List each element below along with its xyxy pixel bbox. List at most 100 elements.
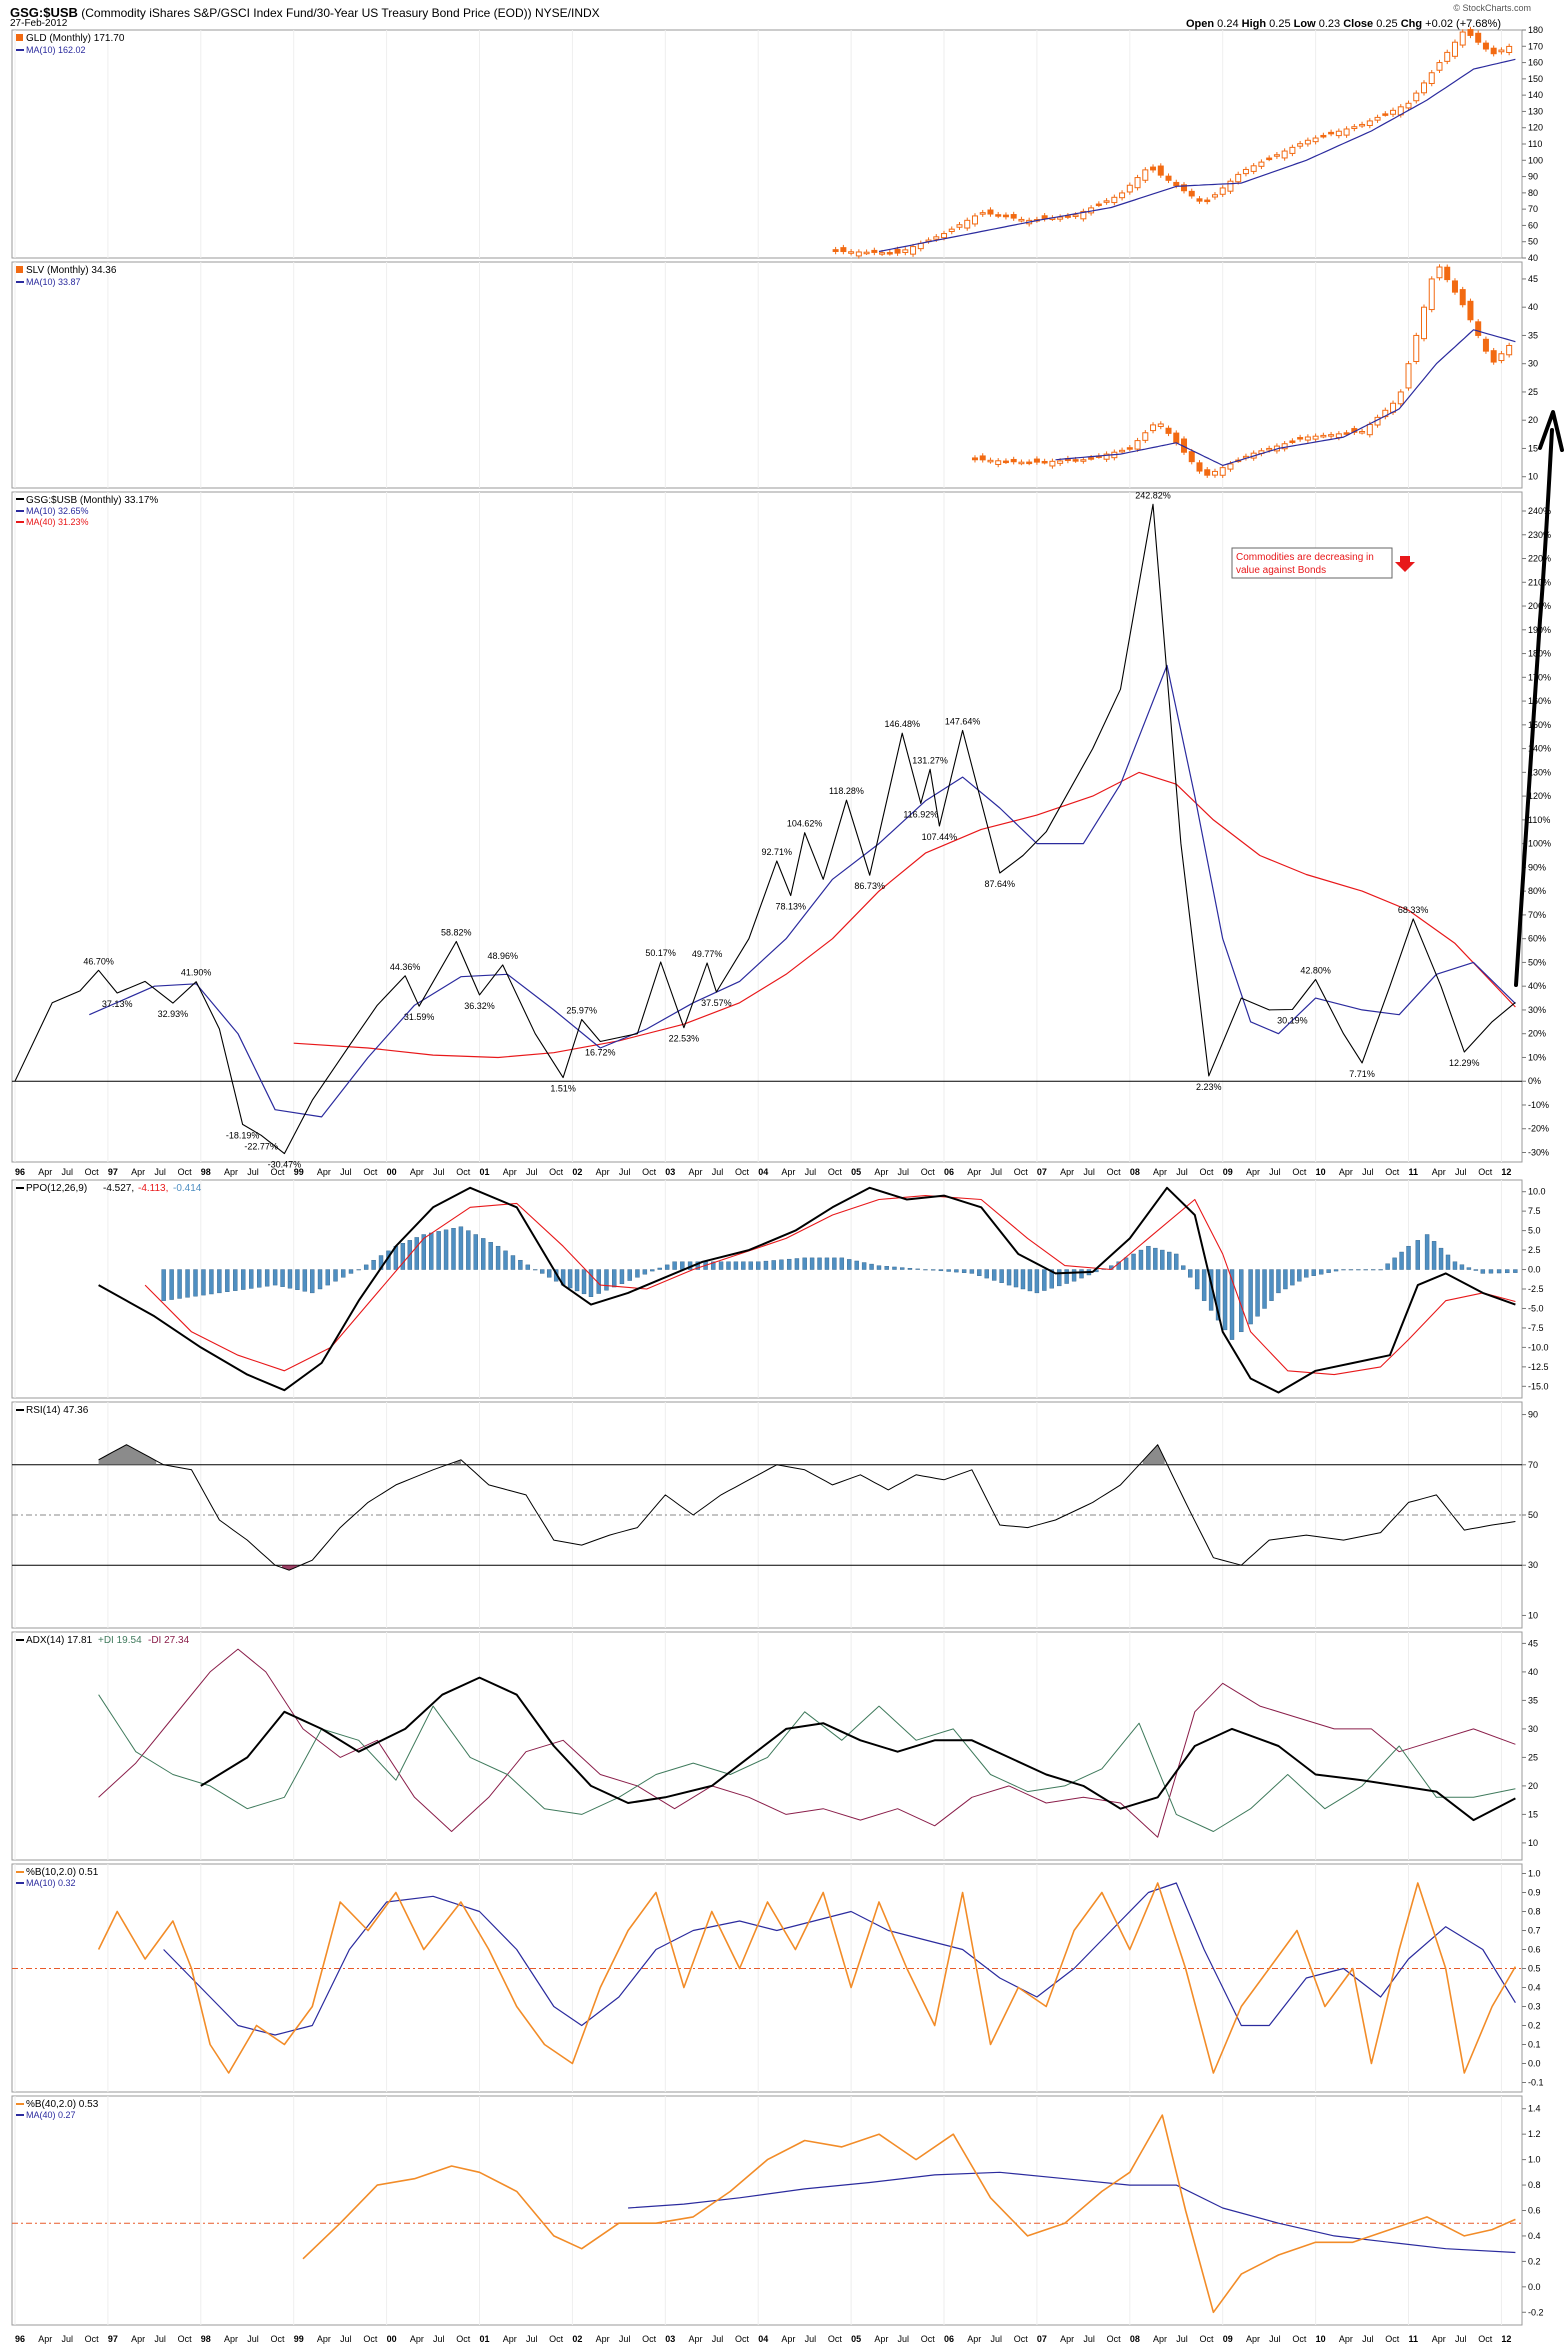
x-axis-label-bottom: Oct bbox=[363, 2334, 378, 2344]
pctb10-ytick-label: 0.8 bbox=[1528, 1907, 1541, 1917]
pctb10-ytick-label: 0.6 bbox=[1528, 1945, 1541, 1955]
slv-candle-body bbox=[1072, 459, 1079, 462]
ppo-histogram-bar bbox=[1042, 1269, 1047, 1291]
gld-candle-body bbox=[1134, 177, 1141, 189]
slv-candle-body bbox=[1204, 469, 1211, 476]
ppo-histogram-bar bbox=[1188, 1269, 1193, 1278]
slv-candle-body bbox=[1413, 334, 1420, 363]
x-axis-label: Apr bbox=[224, 1167, 238, 1177]
slv-ytick-label: 15 bbox=[1528, 443, 1538, 453]
gld-candle-body bbox=[1374, 116, 1381, 121]
ppo-histogram-bar bbox=[503, 1250, 508, 1270]
slv-panel-frame bbox=[11, 261, 1523, 489]
ratio-ytick-label: 220% bbox=[1528, 554, 1551, 564]
x-axis-label: Jul bbox=[990, 1167, 1002, 1177]
annotation-text-line1: Commodities are decreasing in bbox=[1236, 552, 1374, 563]
slv-ytick-label: 10 bbox=[1528, 472, 1538, 482]
ppo-histogram-bar bbox=[1027, 1269, 1033, 1292]
x-axis-label: Apr bbox=[1246, 1167, 1260, 1177]
ppo-panel-frame bbox=[11, 1179, 1523, 1399]
quote-bar: Open 0.24 High 0.25 Low 0.23 Close 0.25 … bbox=[1186, 18, 1501, 30]
x-axis-label: 10 bbox=[1316, 1167, 1326, 1177]
slv-candle-body bbox=[987, 459, 994, 463]
ppo-histogram-bar bbox=[1318, 1269, 1324, 1275]
x-axis-label: 02 bbox=[572, 1167, 582, 1177]
close-label: Close bbox=[1343, 18, 1374, 30]
gld-candle-body bbox=[1382, 113, 1389, 116]
ratio-peak-label: 1.51% bbox=[550, 1084, 576, 1094]
symbol-description: (Commodity iShares S&P/GSCI Index Fund/3… bbox=[81, 6, 532, 20]
pctb10-ytick-label: 0.3 bbox=[1528, 2002, 1541, 2012]
gld-candle-body bbox=[1188, 190, 1195, 197]
gld-candle-body bbox=[902, 249, 909, 253]
ratio-peak-label: 104.62% bbox=[787, 819, 823, 829]
ratio-ytick-label: -20% bbox=[1528, 1124, 1549, 1134]
ratio-ytick-label: 150% bbox=[1528, 720, 1551, 730]
rsi-overbought-fill bbox=[98, 1444, 157, 1465]
ppo-histogram-bar bbox=[363, 1264, 369, 1270]
ratio-peak-label: 25.97% bbox=[566, 1006, 597, 1016]
ppo-histogram-bar bbox=[1167, 1251, 1172, 1270]
x-axis-label-bottom: Oct bbox=[456, 2334, 471, 2344]
ppo-histogram-bar bbox=[900, 1267, 905, 1270]
slv-ytick-label: 45 bbox=[1528, 274, 1538, 284]
ppo-histogram-bar bbox=[1311, 1269, 1316, 1276]
slv-candle-body bbox=[1312, 435, 1319, 440]
pctb10-ytick-label: 0.2 bbox=[1528, 2021, 1541, 2031]
x-axis-label-bottom: Apr bbox=[1153, 2334, 1167, 2344]
ratio-peak-label: 242.82% bbox=[1135, 490, 1171, 500]
slv-candle-body bbox=[1134, 440, 1141, 450]
x-axis-label-bottom: Oct bbox=[549, 2334, 564, 2344]
symbol: GSG:$USB bbox=[10, 5, 78, 20]
ratio-peak-label: 44.36% bbox=[390, 962, 421, 972]
gld-candle-body bbox=[1351, 126, 1358, 130]
ppo-histogram-bar bbox=[726, 1261, 731, 1270]
ppo-histogram-bar bbox=[1146, 1245, 1151, 1270]
ppo-histogram-bar bbox=[1466, 1267, 1472, 1270]
gld-ytick-label: 150 bbox=[1528, 74, 1543, 84]
ppo-histogram-bar bbox=[984, 1269, 989, 1279]
gld-candle-body bbox=[1475, 32, 1482, 43]
ppo-ytick-label: 7.5 bbox=[1528, 1206, 1541, 1216]
ppo-legend-hist: -0.414 bbox=[173, 1183, 202, 1194]
ppo-histogram-bar bbox=[923, 1269, 928, 1271]
pctb40-line bbox=[302, 2114, 1516, 2314]
ppo-histogram-bar bbox=[185, 1269, 190, 1298]
up-arrow-head-icon bbox=[1538, 410, 1564, 452]
ppo-legend-ppo: -4.527, bbox=[103, 1183, 134, 1194]
slv-ytick-label: 35 bbox=[1528, 330, 1538, 340]
x-axis-label-bottom: Oct bbox=[270, 2334, 285, 2344]
pctb10-ma-legend: MA(10) 0.32 bbox=[26, 1878, 76, 1888]
ratio-peak-label: 68.33% bbox=[1398, 905, 1429, 915]
ppo-histogram-bar bbox=[619, 1269, 625, 1285]
slv-candle-body bbox=[1428, 278, 1435, 311]
gld-candle-body bbox=[971, 215, 978, 225]
ppo-histogram-bar bbox=[588, 1269, 594, 1297]
rsi-line bbox=[98, 1444, 1516, 1571]
ratio-ytick-label: 60% bbox=[1528, 934, 1546, 944]
gld-candle-body bbox=[1196, 198, 1203, 202]
ppo-histogram-bar bbox=[1341, 1269, 1346, 1271]
ppo-histogram-bar bbox=[763, 1260, 769, 1270]
x-axis-label-bottom: Jul bbox=[1362, 2334, 1374, 2344]
x-axis-label: Jul bbox=[61, 1167, 73, 1177]
ppo-histogram-bar bbox=[1248, 1269, 1253, 1325]
gld-candle-body bbox=[1126, 184, 1133, 193]
slv-candle-body bbox=[1490, 350, 1497, 363]
x-axis-label: Jul bbox=[526, 1167, 538, 1177]
slv-candle-body bbox=[1266, 447, 1273, 451]
slv-candle-body bbox=[1165, 427, 1172, 434]
gld-ytick-label: 140 bbox=[1528, 90, 1543, 100]
ppo-histogram-bar bbox=[1326, 1269, 1331, 1273]
x-axis-label-bottom: Jul bbox=[1455, 2334, 1467, 2344]
ppo-histogram-bar bbox=[672, 1261, 677, 1270]
ppo-histogram-bar bbox=[371, 1259, 376, 1270]
gld-candle-body bbox=[1266, 157, 1273, 161]
gld-candle-body bbox=[910, 246, 917, 255]
x-axis-label: Oct bbox=[1292, 1167, 1307, 1177]
ppo-histogram-bar bbox=[1496, 1269, 1502, 1274]
x-axis-label: 07 bbox=[1037, 1167, 1047, 1177]
x-axis-label: Apr bbox=[1432, 1167, 1446, 1177]
gld-candle-body bbox=[933, 236, 940, 240]
x-axis-label: Oct bbox=[363, 1167, 378, 1177]
